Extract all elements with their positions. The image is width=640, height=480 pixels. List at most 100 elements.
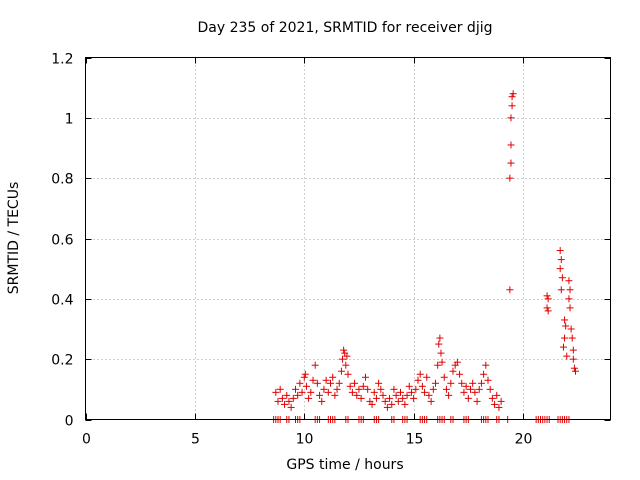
data-point [311, 361, 319, 369]
data-point [488, 394, 496, 402]
data-point [569, 355, 577, 363]
data-point [418, 382, 426, 390]
data-point [353, 391, 361, 399]
data-point [318, 397, 326, 405]
plot-frame [85, 57, 611, 420]
data-point [283, 391, 291, 399]
data-point [566, 304, 574, 312]
x-tick-label: 10 [296, 432, 314, 448]
data-point [543, 292, 551, 300]
data-point [287, 403, 295, 411]
y-tick-label: 1 [65, 112, 74, 128]
data-point [438, 358, 446, 366]
y-tick-label: 0.8 [51, 172, 73, 188]
data-point [357, 394, 365, 402]
y-tick-label: 0 [65, 414, 74, 430]
data-point [482, 361, 490, 369]
data-point [434, 361, 442, 369]
data-point [276, 385, 284, 393]
data-point [556, 247, 564, 255]
y-axis-ticks: 0 0.2 0.4 0.6 0.8 1 1.2 [51, 52, 611, 430]
data-point [471, 388, 479, 396]
data-point [477, 379, 485, 387]
data-points [270, 90, 579, 423]
x-tick-label: 0 [82, 432, 91, 448]
data-point [410, 394, 418, 402]
data-point [274, 397, 282, 405]
data-point [442, 385, 450, 393]
data-point [377, 385, 385, 393]
data-point [543, 304, 551, 312]
data-point [368, 400, 376, 408]
data-point [322, 376, 330, 384]
data-point [403, 391, 411, 399]
data-point [491, 400, 499, 408]
data-point [508, 93, 516, 101]
data-point [340, 346, 348, 354]
y-axis-label: SRMTID / TECUs [6, 182, 22, 295]
data-point [320, 385, 328, 393]
y-tick-label: 0.6 [51, 233, 73, 249]
data-point [407, 388, 415, 396]
data-point [339, 355, 347, 363]
data-point [335, 379, 343, 387]
x-axis-label: GPS time / hours [286, 457, 403, 473]
data-point [381, 397, 389, 405]
data-point [507, 141, 515, 149]
data-point [464, 394, 472, 402]
data-point [294, 391, 302, 399]
data-point [375, 379, 383, 387]
data-point [383, 403, 391, 411]
data-point [475, 385, 483, 393]
data-point [484, 376, 492, 384]
x-axis-ticks: 0 5 10 15 20 [82, 57, 532, 448]
data-point [392, 391, 400, 399]
data-point [445, 391, 453, 399]
data-point [562, 322, 570, 330]
data-point [447, 379, 455, 387]
data-point [570, 364, 578, 372]
data-point [362, 373, 369, 381]
data-point [557, 286, 565, 294]
data-point [509, 90, 517, 98]
data-point [565, 277, 573, 285]
data-point [566, 286, 574, 294]
data-point [456, 370, 464, 378]
data-point [337, 367, 345, 375]
data-point [281, 400, 289, 408]
y-tick-label: 1.2 [51, 52, 73, 68]
x-tick-label: 5 [191, 432, 200, 448]
data-point [302, 382, 310, 390]
data-point [364, 385, 372, 393]
data-point [351, 379, 359, 387]
data-point [298, 388, 306, 396]
data-point [544, 307, 552, 315]
data-point [427, 397, 435, 405]
data-point [386, 394, 394, 402]
data-point [329, 373, 337, 381]
data-point [405, 382, 413, 390]
data-point [572, 367, 579, 375]
data-point [507, 114, 515, 122]
data-point [397, 388, 404, 396]
data-point [278, 394, 286, 402]
data-point [344, 370, 352, 378]
data-point [469, 379, 477, 387]
data-point [480, 370, 488, 378]
data-point [285, 397, 293, 405]
data-point [305, 394, 313, 402]
data-point [316, 391, 324, 399]
data-point [460, 388, 468, 396]
data-point [421, 388, 429, 396]
data-point [423, 373, 431, 381]
data-point [473, 397, 481, 405]
data-point [493, 391, 501, 399]
data-point [558, 274, 566, 282]
data-point [327, 379, 334, 387]
data-point [486, 385, 494, 393]
data-point [432, 379, 439, 387]
data-point [414, 376, 422, 384]
data-point [346, 382, 354, 390]
data-point [309, 376, 317, 384]
